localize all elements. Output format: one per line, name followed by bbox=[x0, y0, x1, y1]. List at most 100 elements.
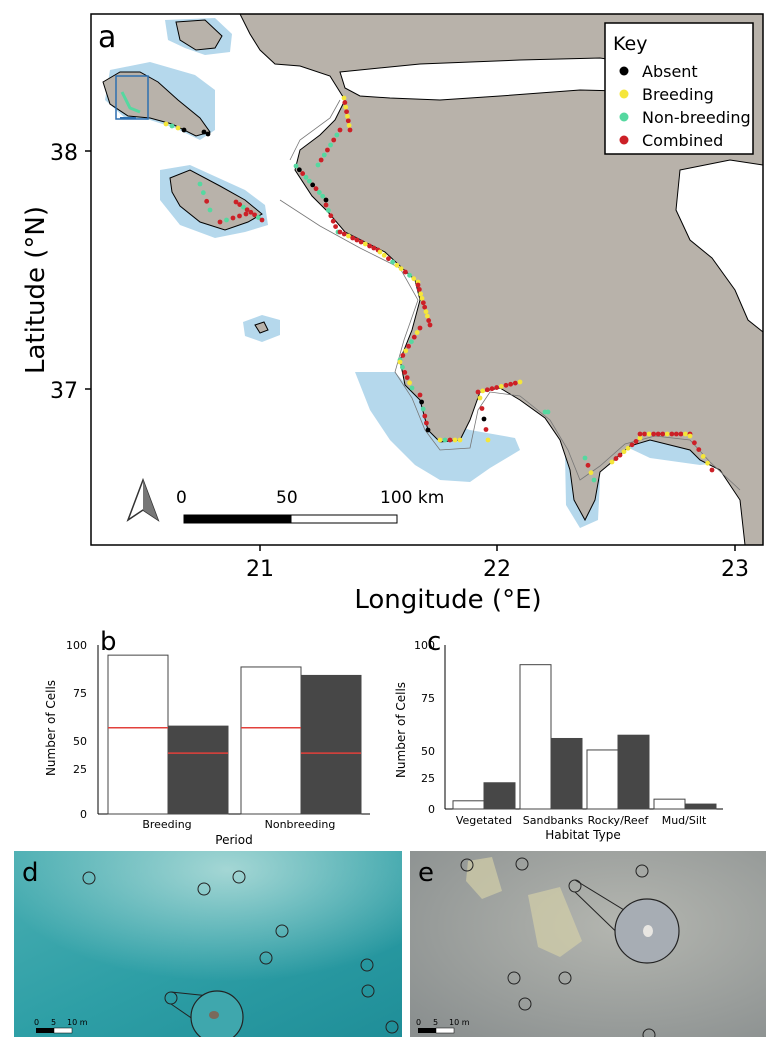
survey-cell-dot bbox=[371, 245, 377, 251]
bar-b-nonbreeding-white bbox=[240, 666, 302, 815]
survey-cell-dot bbox=[400, 364, 405, 370]
bar-c-rocky-reef-white bbox=[586, 749, 619, 810]
photo-d-scale-bar: 0 5 10 m bbox=[34, 1018, 88, 1034]
survey-cell-dot bbox=[310, 182, 316, 188]
survey-cell-dot bbox=[424, 313, 430, 319]
survey-cell-dot bbox=[337, 127, 343, 133]
survey-cell-dot bbox=[419, 295, 425, 301]
survey-cell-dot bbox=[320, 193, 326, 199]
survey-cell-dot bbox=[426, 318, 432, 323]
chart-b-marks bbox=[97, 645, 370, 815]
chart-c-xtick-rocky: Rocky/Reef bbox=[588, 814, 650, 827]
photo-d-scale-5: 5 bbox=[51, 1018, 56, 1027]
survey-cell-dot bbox=[415, 282, 421, 288]
survey-cell-dot bbox=[248, 209, 254, 215]
survey-cell-dot bbox=[330, 218, 336, 224]
survey-cell-dot bbox=[442, 437, 448, 443]
photo-e-scale-bar: 0 5 10 m bbox=[416, 1018, 470, 1034]
chart-c-marks bbox=[444, 645, 723, 810]
chart-b: b 100 75 50 25 0 Breeding Nonbreeding Pe… bbox=[44, 627, 370, 847]
chart-c-ytick-25: 25 bbox=[421, 772, 435, 785]
survey-cell-dot bbox=[625, 445, 631, 451]
survey-cell-dot bbox=[237, 213, 242, 219]
survey-cell-dot bbox=[407, 272, 412, 278]
survey-cell-dot bbox=[328, 213, 334, 219]
survey-cell-dot bbox=[517, 379, 523, 385]
photo-e: e 0 5 10 m bbox=[410, 851, 766, 1037]
survey-cell-dot bbox=[420, 406, 426, 412]
survey-cell-dot bbox=[633, 439, 639, 444]
eastern-inlet bbox=[675, 159, 763, 333]
panel-label-b: b bbox=[100, 627, 117, 657]
chart-b-y-ticks: 100 75 50 25 0 bbox=[66, 639, 87, 821]
survey-cell-dot bbox=[585, 462, 591, 468]
chart-b-ytick-0: 0 bbox=[80, 808, 87, 821]
survey-cell-dot bbox=[296, 167, 302, 173]
survey-cell-dot bbox=[343, 104, 349, 110]
panel-label-d: d bbox=[22, 858, 39, 888]
survey-cell-dot bbox=[414, 330, 420, 335]
survey-cell-dot bbox=[398, 266, 404, 272]
scale-label-50: 50 bbox=[276, 488, 298, 508]
map-panel: Key Absent Breeding Non-breeding Combine… bbox=[21, 13, 764, 615]
photo-d-scale-0: 0 bbox=[34, 1018, 39, 1027]
survey-cell-dot bbox=[217, 219, 223, 225]
y-tick-37: 37 bbox=[50, 379, 78, 404]
survey-cell-dot bbox=[480, 388, 486, 394]
survey-cell-dot bbox=[613, 456, 619, 461]
chart-c-ytick-100: 100 bbox=[414, 639, 435, 652]
survey-cell-dot bbox=[244, 207, 250, 213]
survey-cell-dot bbox=[629, 442, 635, 448]
survey-cell-dot bbox=[427, 322, 433, 328]
chart-b-xlabel: Period bbox=[215, 833, 252, 847]
survey-cell-dot bbox=[512, 380, 518, 386]
survey-cell-dot bbox=[230, 215, 236, 221]
survey-cell-dot bbox=[345, 113, 350, 119]
x-tick-22: 22 bbox=[483, 557, 511, 582]
survey-cell-dot bbox=[417, 325, 423, 331]
survey-cell-dot bbox=[425, 427, 431, 433]
survey-cell-dot bbox=[422, 304, 428, 310]
survey-cell-dot bbox=[224, 217, 229, 223]
survey-cell-dot bbox=[347, 127, 353, 133]
chart-c-xtick-sandbanks: Sandbanks bbox=[523, 814, 584, 827]
survey-cell-dot bbox=[418, 291, 424, 297]
survey-cell-dot bbox=[545, 409, 551, 415]
survey-cell-dot bbox=[485, 437, 491, 443]
survey-cell-dot bbox=[484, 387, 490, 393]
survey-cell-dot bbox=[181, 127, 187, 133]
survey-cell-dot bbox=[300, 171, 306, 176]
survey-cell-dot bbox=[342, 100, 348, 105]
scale-label-100: 100 km bbox=[380, 488, 444, 508]
survey-cell-dot bbox=[358, 239, 364, 245]
survey-cell-dot bbox=[313, 186, 319, 192]
survey-cell-dot bbox=[403, 348, 409, 354]
survey-cell-dot bbox=[582, 455, 588, 461]
survey-cell-dot bbox=[621, 449, 627, 455]
survey-cell-dot bbox=[483, 427, 489, 432]
survey-cell-dot bbox=[333, 224, 338, 230]
legend-nonbreeding-label: Non-breeding bbox=[642, 108, 751, 127]
survey-cell-dot bbox=[341, 95, 347, 101]
photo-d-detection-circles bbox=[82, 870, 399, 1034]
photo-e-water bbox=[410, 851, 766, 1037]
chart-c-ytick-0: 0 bbox=[428, 803, 435, 816]
survey-cell-dot bbox=[237, 202, 243, 207]
photo-e-scale-0: 0 bbox=[416, 1018, 421, 1027]
survey-cell-dot bbox=[315, 162, 321, 168]
chart-b-ytick-100: 100 bbox=[66, 639, 87, 652]
chart-c-xlabel: Habitat Type bbox=[545, 828, 620, 842]
survey-cell-dot bbox=[259, 217, 265, 223]
survey-cell-dot bbox=[683, 431, 688, 437]
bar-c-rocky-reef-dark bbox=[617, 734, 650, 810]
chart-b-ytick-25: 25 bbox=[73, 763, 87, 776]
bar-c-mud-silt-dark bbox=[684, 803, 717, 810]
survey-cell-dot bbox=[416, 287, 422, 292]
x-axis-title: Longitude (°E) bbox=[354, 585, 541, 615]
photo-e-seagrass-patches bbox=[466, 857, 582, 957]
bar-b-nonbreeding-dark bbox=[300, 674, 362, 815]
survey-cell-dot bbox=[673, 431, 679, 437]
survey-cell-dot bbox=[411, 276, 417, 282]
survey-cell-dot bbox=[163, 121, 169, 127]
survey-cell-dot bbox=[437, 437, 443, 443]
